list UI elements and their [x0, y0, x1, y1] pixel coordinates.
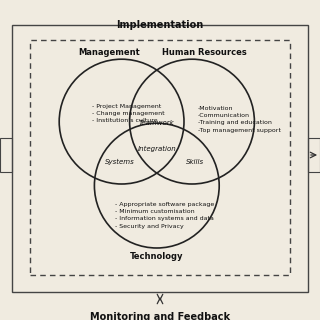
- Bar: [30, 40, 290, 275]
- Bar: [0, 138, 12, 172]
- Text: Integration: Integration: [137, 146, 176, 152]
- Text: Human Resources: Human Resources: [162, 48, 246, 57]
- Text: Teamwork: Teamwork: [139, 120, 175, 126]
- Text: Systems: Systems: [105, 158, 135, 165]
- Text: Skills: Skills: [186, 159, 204, 164]
- Text: - Appropriate software package
- Minimum customisation
- Information systems and: - Appropriate software package - Minimum…: [115, 202, 214, 229]
- Text: Implementation: Implementation: [116, 20, 204, 30]
- Text: Management: Management: [79, 48, 140, 57]
- Text: Monitoring and Feedback: Monitoring and Feedback: [90, 312, 230, 320]
- Text: -Motivation
-Communication
-Training and education
-Top management support: -Motivation -Communication -Training and…: [198, 106, 281, 133]
- Bar: [308, 138, 320, 172]
- Text: Technology: Technology: [130, 252, 184, 261]
- Text: - Project Management
- Change management
- Institution’s culture: - Project Management - Change management…: [92, 104, 164, 124]
- Bar: [12, 25, 308, 292]
